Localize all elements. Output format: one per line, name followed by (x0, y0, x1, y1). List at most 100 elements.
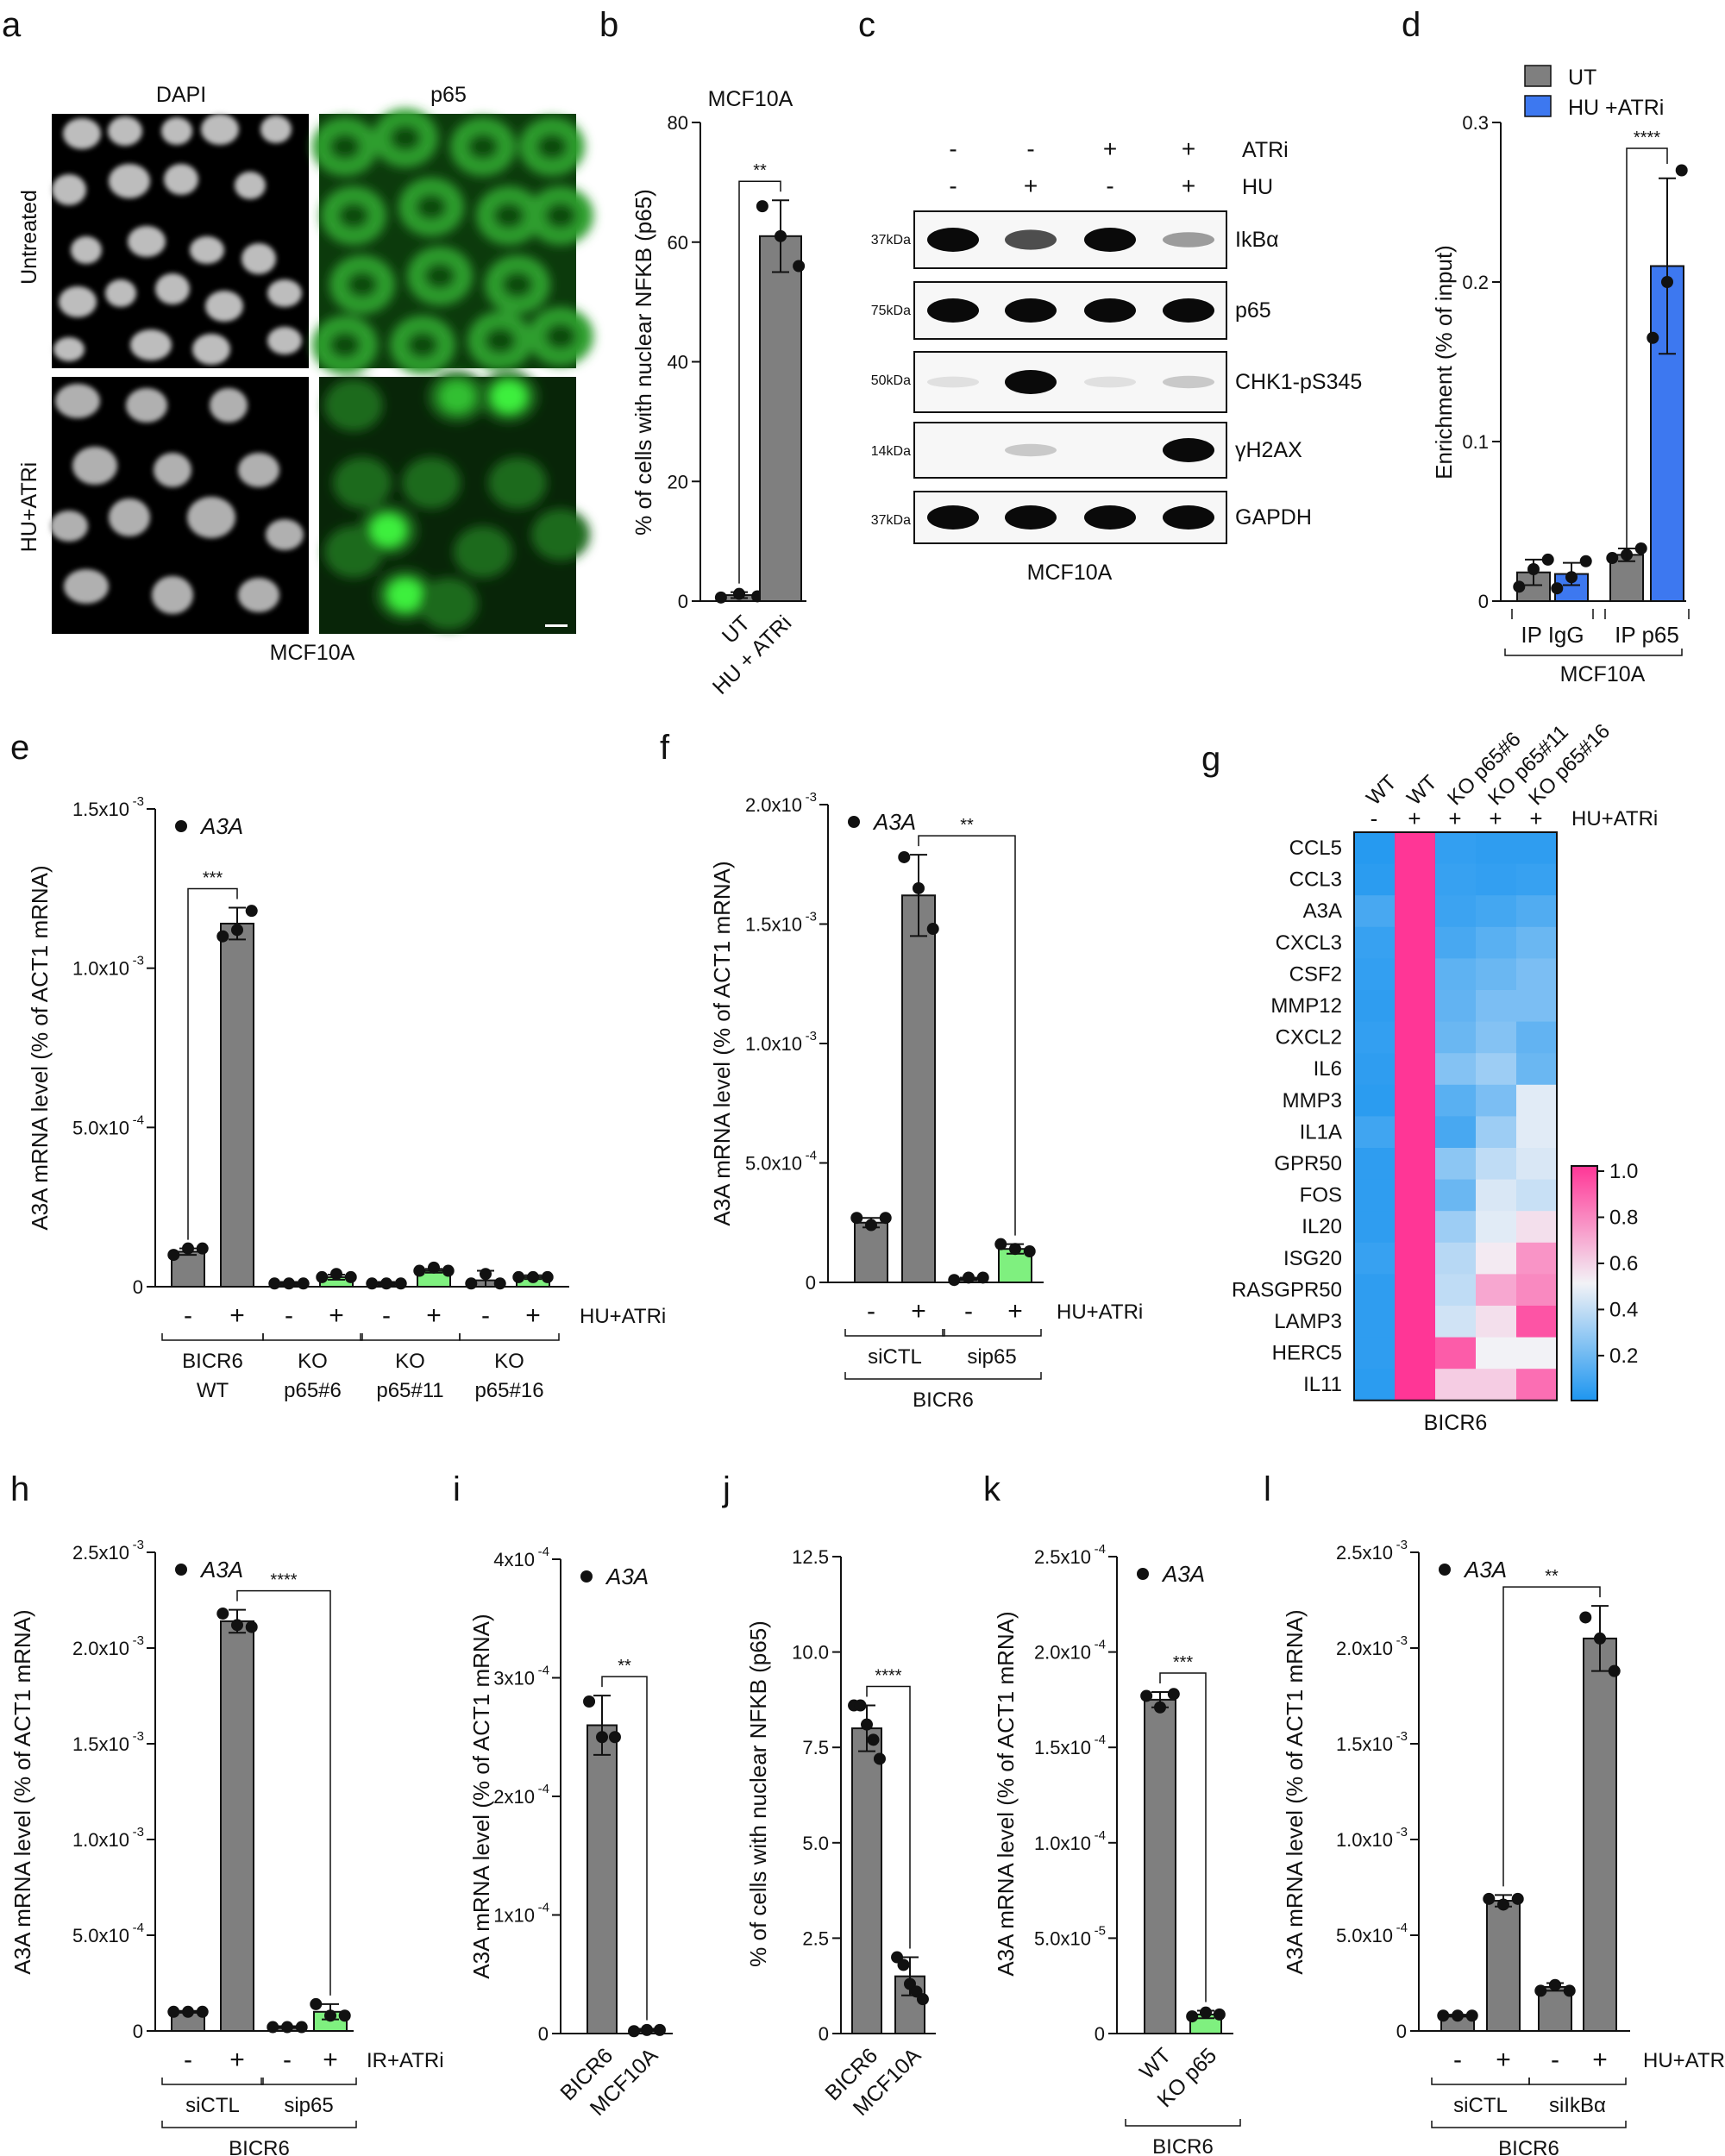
heatmap-cell (1354, 1306, 1396, 1338)
y-tick-label: 0 (678, 591, 688, 612)
significance-label: ** (1545, 1567, 1559, 1586)
blot-band (1005, 505, 1057, 530)
panel-letter-c: c (858, 6, 875, 44)
y-axis-label: A3A mRNA level (% of ACT1 mRNA) (9, 1609, 35, 1974)
data-point (583, 1695, 596, 1708)
blot-label: γH2AX (1235, 438, 1302, 462)
data-point (865, 1219, 877, 1232)
y-tick-label: 0.3 (1462, 112, 1489, 134)
y-axis-label: A3A mRNA level (% of ACT1 mRNA) (709, 861, 735, 1225)
y-tick-label: 1.5x10 (1336, 1733, 1393, 1755)
cell-nucleus-hu-1 (440, 381, 474, 412)
blot-band (1005, 370, 1057, 394)
data-point (245, 1620, 258, 1633)
heatmap-cell (1354, 1084, 1396, 1117)
nucleus-ut-19 (130, 329, 172, 360)
cell-hu-3 (333, 457, 392, 509)
heatmap-cell (1476, 958, 1517, 991)
panel-letter: j (722, 1470, 731, 1508)
heatmap-cell (1354, 1242, 1396, 1275)
legend-label: A3A (199, 813, 243, 839)
y-tick-exponent: -3 (1396, 1633, 1408, 1648)
bar (1144, 1698, 1176, 2035)
group-bracket (1528, 2078, 1627, 2085)
y-tick-exponent: -3 (133, 794, 144, 809)
heatmap-cell (1395, 1021, 1436, 1054)
cell-nucleus-ut-13 (485, 328, 516, 354)
x-tick-sign: + (426, 1301, 442, 1330)
data-point (867, 1733, 880, 1746)
nucleus-hu-2 (210, 388, 248, 423)
chart-title: MCF10A (708, 87, 794, 111)
chart-d: 0 0.1 0.2 0.3 Enrichment (% of input) d UT HU +… (1402, 6, 1690, 686)
data-point (1551, 582, 1564, 595)
y-axis-label: % of cells with nuclear NFKB (p65) (745, 1620, 771, 1967)
outer-group-label: MCF10A (1560, 662, 1646, 686)
outer-group-bracket (161, 2121, 357, 2128)
legend-label: A3A (1161, 1561, 1205, 1587)
y-tick-label: 1.0x10 (72, 1829, 129, 1851)
heatmap-row-label: IL11 (1303, 1373, 1342, 1396)
data-point (756, 200, 768, 213)
heatmap-cell (1395, 895, 1436, 928)
bar (1486, 1900, 1521, 2033)
y-tick-label: 1x10 (493, 1905, 535, 1927)
group-label: BICR6 (182, 1350, 243, 1373)
significance-bracket (236, 1589, 331, 1996)
heatmap-cell (1516, 1084, 1558, 1117)
nucleus-ut-15 (155, 273, 190, 304)
data-point (596, 1731, 608, 1744)
blot-label: p65 (1235, 298, 1271, 323)
data-point (380, 1277, 392, 1290)
dapi-nuclei-untreated (52, 114, 302, 365)
cell-hu-4 (402, 457, 461, 509)
group-label: siCTL (1453, 2094, 1508, 2117)
legend-marker (175, 1564, 187, 1576)
group-label: KO (298, 1350, 328, 1373)
nucleus-ut-11 (190, 236, 224, 264)
heatmap-col-sign: + (1489, 805, 1502, 831)
panel-c: c - - + + ATRi - + - + HU 37kDa IkBα 75kDa p65 50kDa C… (858, 6, 1362, 585)
data-point (1154, 1701, 1166, 1714)
y-tick-label: 2.0x10 (1034, 1642, 1091, 1664)
data-point (1452, 2009, 1464, 2022)
y-tick-exponent: -3 (1396, 1538, 1408, 1552)
heatmap-cell (1395, 1369, 1436, 1401)
data-point (366, 1277, 379, 1290)
significance-label: **** (875, 1667, 901, 1686)
heatmap-row-label: IL6 (1314, 1057, 1342, 1081)
nucleus-ut-5 (52, 174, 86, 205)
y-tick-exponent: -4 (538, 1664, 549, 1678)
data-point (182, 1242, 194, 1255)
charts: 0 20 40 60 80 % of cells with nuclear NFKB (p… (9, 6, 1725, 2156)
y-axis-label: % of cells with nuclear NFKB (p65) (630, 189, 656, 536)
heatmap-cell (1476, 1116, 1517, 1149)
data-point (1563, 1984, 1576, 1997)
heatmap-cell (1354, 863, 1396, 896)
treatment-label: IR+ATRi (367, 2049, 444, 2072)
outer-group-label: BICR6 (913, 1388, 974, 1412)
heatmap-row-label: CXCL2 (1276, 1026, 1342, 1050)
panel-letter: d (1402, 6, 1421, 44)
chart-k: 05.0x10 -51.0x10 -41.5x10 -42.0x10 -42.5x10-… (983, 1470, 1241, 2156)
blot-band (1163, 298, 1214, 323)
nucleus-ut-10 (128, 226, 166, 257)
blot-band (1084, 505, 1136, 530)
data-point (854, 1699, 867, 1712)
significance-bracket (918, 835, 1016, 1236)
cell-nucleus-ut-10 (502, 272, 533, 298)
cell-hu-8 (454, 526, 512, 578)
outer-group-bracket (1125, 2119, 1241, 2127)
blot-treatment-label: ATRi (1242, 138, 1289, 162)
y-tick-label: 2.5 (802, 1927, 829, 1949)
legend-marker (848, 816, 860, 828)
data-point (714, 591, 727, 604)
y-tick-label: 5.0 (802, 1833, 829, 1854)
cell-nucleus-ut-14 (545, 323, 576, 349)
heatmap-cell (1476, 1179, 1517, 1212)
heatmap-cell (1435, 895, 1477, 928)
y-tick-label: 2.5x10 (1336, 1542, 1393, 1564)
chart-e: 0 5.0x10 -4 1.0x10 -3 1.5x10 -3 A3A mRNA level … (10, 729, 666, 1402)
significance-bracket (738, 180, 781, 584)
heatmap-cell (1395, 926, 1436, 959)
